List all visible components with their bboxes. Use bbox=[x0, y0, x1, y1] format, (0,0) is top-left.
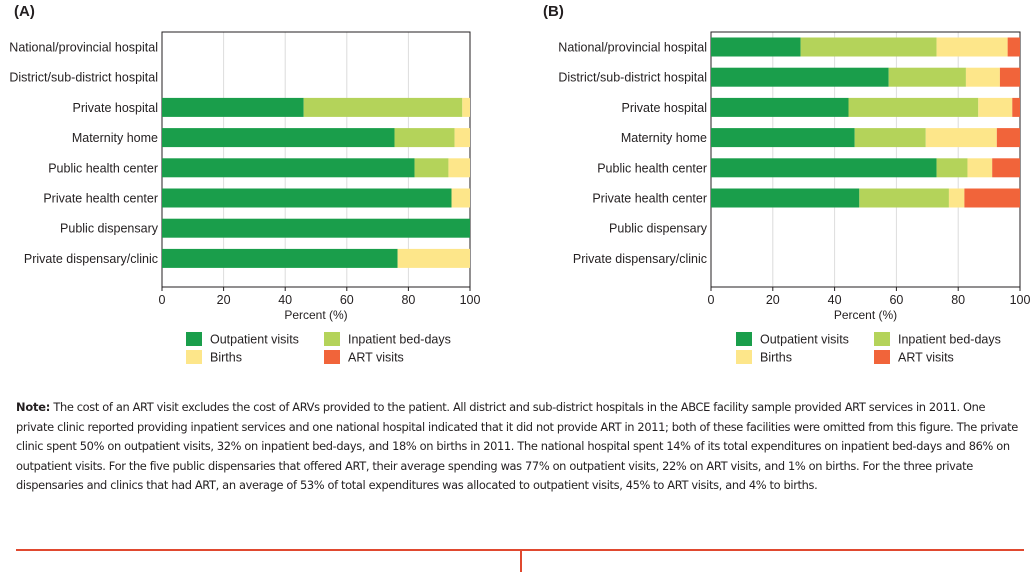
legend-swatch bbox=[874, 350, 890, 364]
bar-segment: Public health center — Births: 7% bbox=[448, 158, 470, 178]
legend-label: ART visits bbox=[898, 351, 954, 365]
bar-segment: Private hospital — Outpatient visits: 44… bbox=[711, 97, 849, 117]
note-label: Note: bbox=[16, 400, 51, 414]
tick-label: 20 bbox=[766, 293, 780, 307]
note-text: The cost of an ART visit excludes the co… bbox=[16, 400, 1018, 493]
bar-segment: Public health center — Outpatient visits… bbox=[162, 158, 415, 178]
bar-segment: Public health center — Inpatient bed-day… bbox=[936, 158, 968, 178]
legend-label: ART visits bbox=[348, 351, 404, 365]
category-label: National/provincial hospital bbox=[9, 41, 158, 55]
tick-label: 60 bbox=[889, 293, 903, 307]
bar-segment: Private hospital — ART visits: 2.5% bbox=[1012, 97, 1020, 117]
chart-panel-a: (A) National/provincial hospital District/… bbox=[9, 3, 480, 365]
panel-label: (B) bbox=[543, 3, 564, 20]
figure-note: Note: The cost of an ART visit excludes … bbox=[16, 398, 1021, 496]
legend-swatch bbox=[186, 350, 202, 364]
bar-segment: Private health center — Inpatient bed-da… bbox=[859, 188, 949, 208]
x-axis-title: Percent (%) bbox=[834, 308, 897, 322]
legend-swatch bbox=[324, 332, 340, 346]
tick-label: 100 bbox=[460, 293, 481, 307]
tick-label: 40 bbox=[828, 293, 842, 307]
category-label: Private health center bbox=[43, 192, 158, 206]
bar-segment: Maternity home — Inpatient bed-days: 19.… bbox=[394, 128, 455, 148]
bar-segment: National/provincial hospital — ART visit… bbox=[1007, 37, 1020, 57]
legend-swatch bbox=[186, 332, 202, 346]
bar-segment: Maternity home — Inpatient bed-days: 23% bbox=[854, 128, 926, 148]
x-axis-title: Percent (%) bbox=[284, 308, 347, 322]
bar-segment: District/sub-district hospital — Births:… bbox=[965, 67, 1000, 87]
bar-segment: National/provincial hospital — Births: 2… bbox=[936, 37, 1008, 57]
category-label: Maternity home bbox=[72, 131, 158, 145]
tick-label: 80 bbox=[401, 293, 415, 307]
bar-segment: Private hospital — Inpatient bed-days: 5… bbox=[303, 97, 463, 117]
bar-segment: Private health center — ART visits: 18% bbox=[964, 188, 1020, 208]
bar-segment: Maternity home — Outpatient visits: 46.5… bbox=[711, 128, 855, 148]
bar-segment: District/sub-district hospital — Inpatie… bbox=[888, 67, 966, 87]
category-label: Private health center bbox=[592, 192, 707, 206]
bar-segment: Private dispensary/clinic — Births: 23.5… bbox=[397, 248, 470, 268]
bar-segment: Private hospital — Outpatient visits: 46… bbox=[162, 97, 304, 117]
bar-segment: National/provincial hospital — Outpatien… bbox=[711, 37, 801, 57]
category-label: Private dispensary/clinic bbox=[573, 252, 707, 266]
bar-segment: Private health center — Births: 5% bbox=[948, 188, 965, 208]
bar-segment: District/sub-district hospital — Outpati… bbox=[711, 67, 889, 87]
bar-segment: Private hospital — Births: 2.5% bbox=[462, 97, 470, 117]
category-label: Private hospital bbox=[622, 101, 707, 115]
footer-divider bbox=[520, 549, 522, 572]
tick-label: 40 bbox=[278, 293, 292, 307]
bar-segment: Maternity home — Outpatient visits: 75.5… bbox=[162, 128, 395, 148]
bar-segment: Private hospital — Births: 11% bbox=[978, 97, 1013, 117]
category-label: District/sub-district hospital bbox=[558, 71, 707, 85]
tick-label: 0 bbox=[159, 293, 166, 307]
legend-label: Inpatient bed-days bbox=[898, 333, 1001, 347]
legend-label: Outpatient visits bbox=[760, 333, 849, 347]
category-label: Private hospital bbox=[73, 101, 158, 115]
bar-segment: Private health center — Outpatient visit… bbox=[162, 188, 452, 208]
legend-label: Outpatient visits bbox=[210, 333, 299, 347]
category-label: Public dispensary bbox=[609, 222, 708, 236]
tick-label: 60 bbox=[340, 293, 354, 307]
panel-label: (A) bbox=[14, 3, 35, 20]
tick-label: 100 bbox=[1010, 293, 1031, 307]
tick-label: 0 bbox=[708, 293, 715, 307]
legend-swatch bbox=[736, 350, 752, 364]
category-label: Private dispensary/clinic bbox=[24, 252, 158, 266]
bar-segment: Public health center — ART visits: 9% bbox=[992, 158, 1020, 178]
bar-segment: Public health center — Inpatient bed-day… bbox=[414, 158, 449, 178]
bar-segment: Maternity home — ART visits: 7.5% bbox=[996, 128, 1020, 148]
category-label: National/provincial hospital bbox=[558, 41, 707, 55]
bar-segment: National/provincial hospital — Inpatient… bbox=[800, 37, 937, 57]
tick-label: 20 bbox=[217, 293, 231, 307]
bar-segment: Private dispensary/clinic — Outpatient v… bbox=[162, 248, 398, 268]
legend-swatch bbox=[874, 332, 890, 346]
bar-segment: Maternity home — Births: 5% bbox=[454, 128, 470, 148]
bar-segment: Maternity home — Births: 23% bbox=[925, 128, 997, 148]
bar-segment: Private hospital — Inpatient bed-days: 4… bbox=[848, 97, 979, 117]
bar-segment: Public health center — Births: 8% bbox=[967, 158, 993, 178]
category-label: Public health center bbox=[48, 161, 158, 175]
legend-swatch bbox=[324, 350, 340, 364]
legend-label: Births bbox=[210, 351, 242, 365]
category-label: Public dispensary bbox=[60, 222, 159, 236]
legend-label: Inpatient bed-days bbox=[348, 333, 451, 347]
category-label: District/sub-district hospital bbox=[9, 71, 158, 85]
figure-charts: (A) National/provincial hospital District/… bbox=[9, 3, 1030, 365]
bar-segment: District/sub-district hospital — ART vis… bbox=[999, 67, 1020, 87]
bar-segment: Private health center — Outpatient visit… bbox=[711, 188, 860, 208]
category-label: Public health center bbox=[597, 161, 707, 175]
chart-panel-b: (B) National/provincial hospital National/… bbox=[543, 3, 1030, 365]
tick-label: 80 bbox=[951, 293, 965, 307]
legend-label: Births bbox=[760, 351, 792, 365]
bar-segment: Public health center — Outpatient visits… bbox=[711, 158, 937, 178]
bar-segment: Public dispensary — Outpatient visits: 1… bbox=[162, 218, 470, 238]
legend-swatch bbox=[736, 332, 752, 346]
category-label: Maternity home bbox=[621, 131, 707, 145]
bar-segment: Private health center — Births: 6% bbox=[451, 188, 470, 208]
